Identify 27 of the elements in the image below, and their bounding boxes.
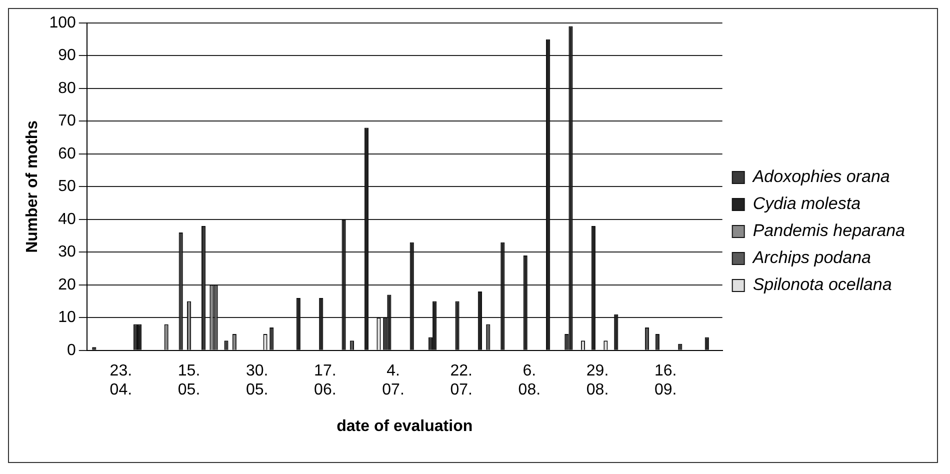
legend-label: Archips podana	[752, 248, 871, 268]
y-tick-label: 60	[58, 145, 76, 162]
y-tick-label: 0	[66, 342, 76, 359]
legend-label: Cydia molesta	[752, 194, 861, 214]
legend-label: Spilonota ocellana	[752, 275, 892, 294]
x-tick-label: 17. 06.	[314, 362, 336, 399]
x-tick-label: 6. 08.	[518, 362, 541, 399]
x-tick-label: 22. 07.	[450, 362, 472, 399]
y-tick-label: 50	[58, 178, 76, 196]
y-tick-label: 40	[58, 210, 76, 228]
x-tick-label: 16. 09.	[654, 362, 677, 399]
y-tick-label: 100	[49, 14, 76, 32]
x-tick-label: 30. 05.	[246, 362, 268, 399]
y-tick-label: 30	[58, 244, 76, 261]
legend-label: Pandemis heparana	[752, 221, 906, 240]
y-tick-label: 90	[58, 47, 76, 64]
legend-label: Adoxophies orana	[752, 167, 890, 186]
x-tick-label: 15. 05.	[178, 362, 200, 399]
y-tick-label: 10	[58, 309, 76, 326]
y-axis-title: Number of moths	[24, 120, 42, 253]
x-tick-label: 29. 08.	[586, 362, 609, 399]
x-tick-label: 4. 07.	[382, 362, 404, 399]
x-tick-label: 23. 04.	[110, 362, 132, 399]
y-tick-label: 20	[58, 276, 76, 294]
y-tick-label: 70	[58, 112, 76, 130]
x-axis-title: date of evaluation	[336, 418, 473, 435]
y-tick-label: 80	[58, 80, 76, 97]
